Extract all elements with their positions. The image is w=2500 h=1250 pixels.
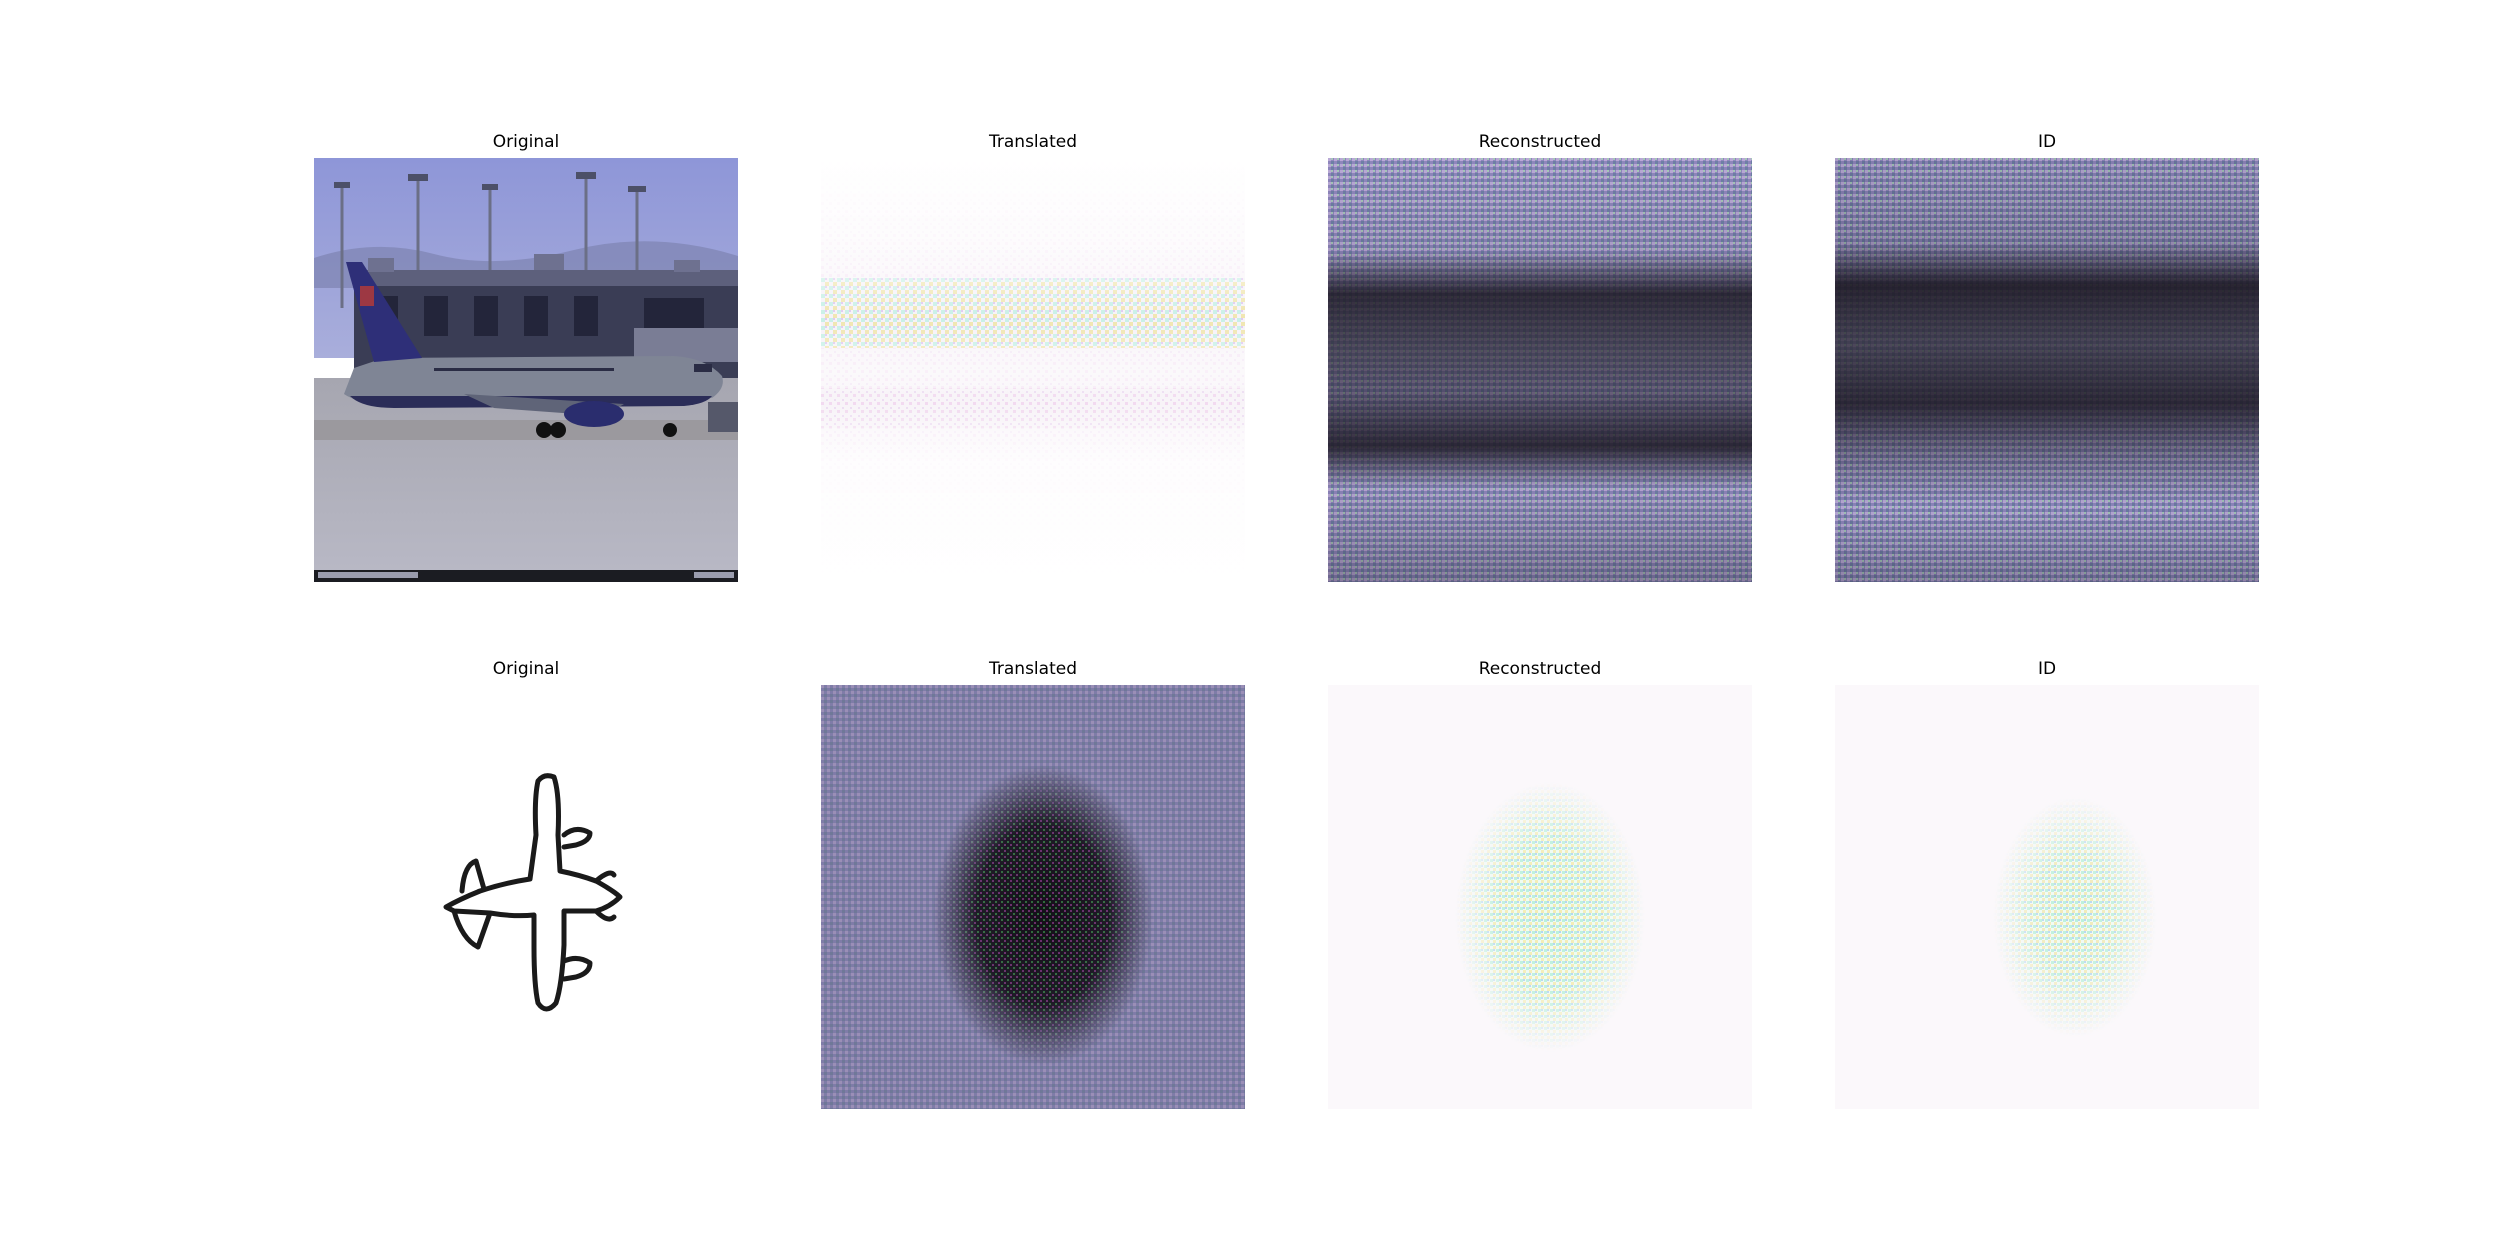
- image-reconstructed-noise: [1328, 685, 1752, 1109]
- panel-title: Original: [492, 132, 560, 152]
- panel-title: Original: [492, 659, 560, 679]
- panel-title: ID: [2037, 659, 2057, 679]
- panel-title: Translated: [989, 659, 1077, 679]
- image-reconstructed-noise: [1328, 158, 1752, 582]
- panel-title: Translated: [989, 132, 1077, 152]
- image-airplane-sketch: [314, 685, 738, 1109]
- image-translated-noise: [821, 685, 1245, 1109]
- image-id-noise: [1835, 685, 2259, 1109]
- image-id-noise: [1835, 158, 2259, 582]
- panel-title: Reconstructed: [1478, 659, 1602, 679]
- panel-title: Reconstructed: [1478, 132, 1602, 152]
- panel-title: ID: [2037, 132, 2057, 152]
- image-airliner-photo: [314, 158, 738, 582]
- image-translated-noise: [821, 158, 1245, 582]
